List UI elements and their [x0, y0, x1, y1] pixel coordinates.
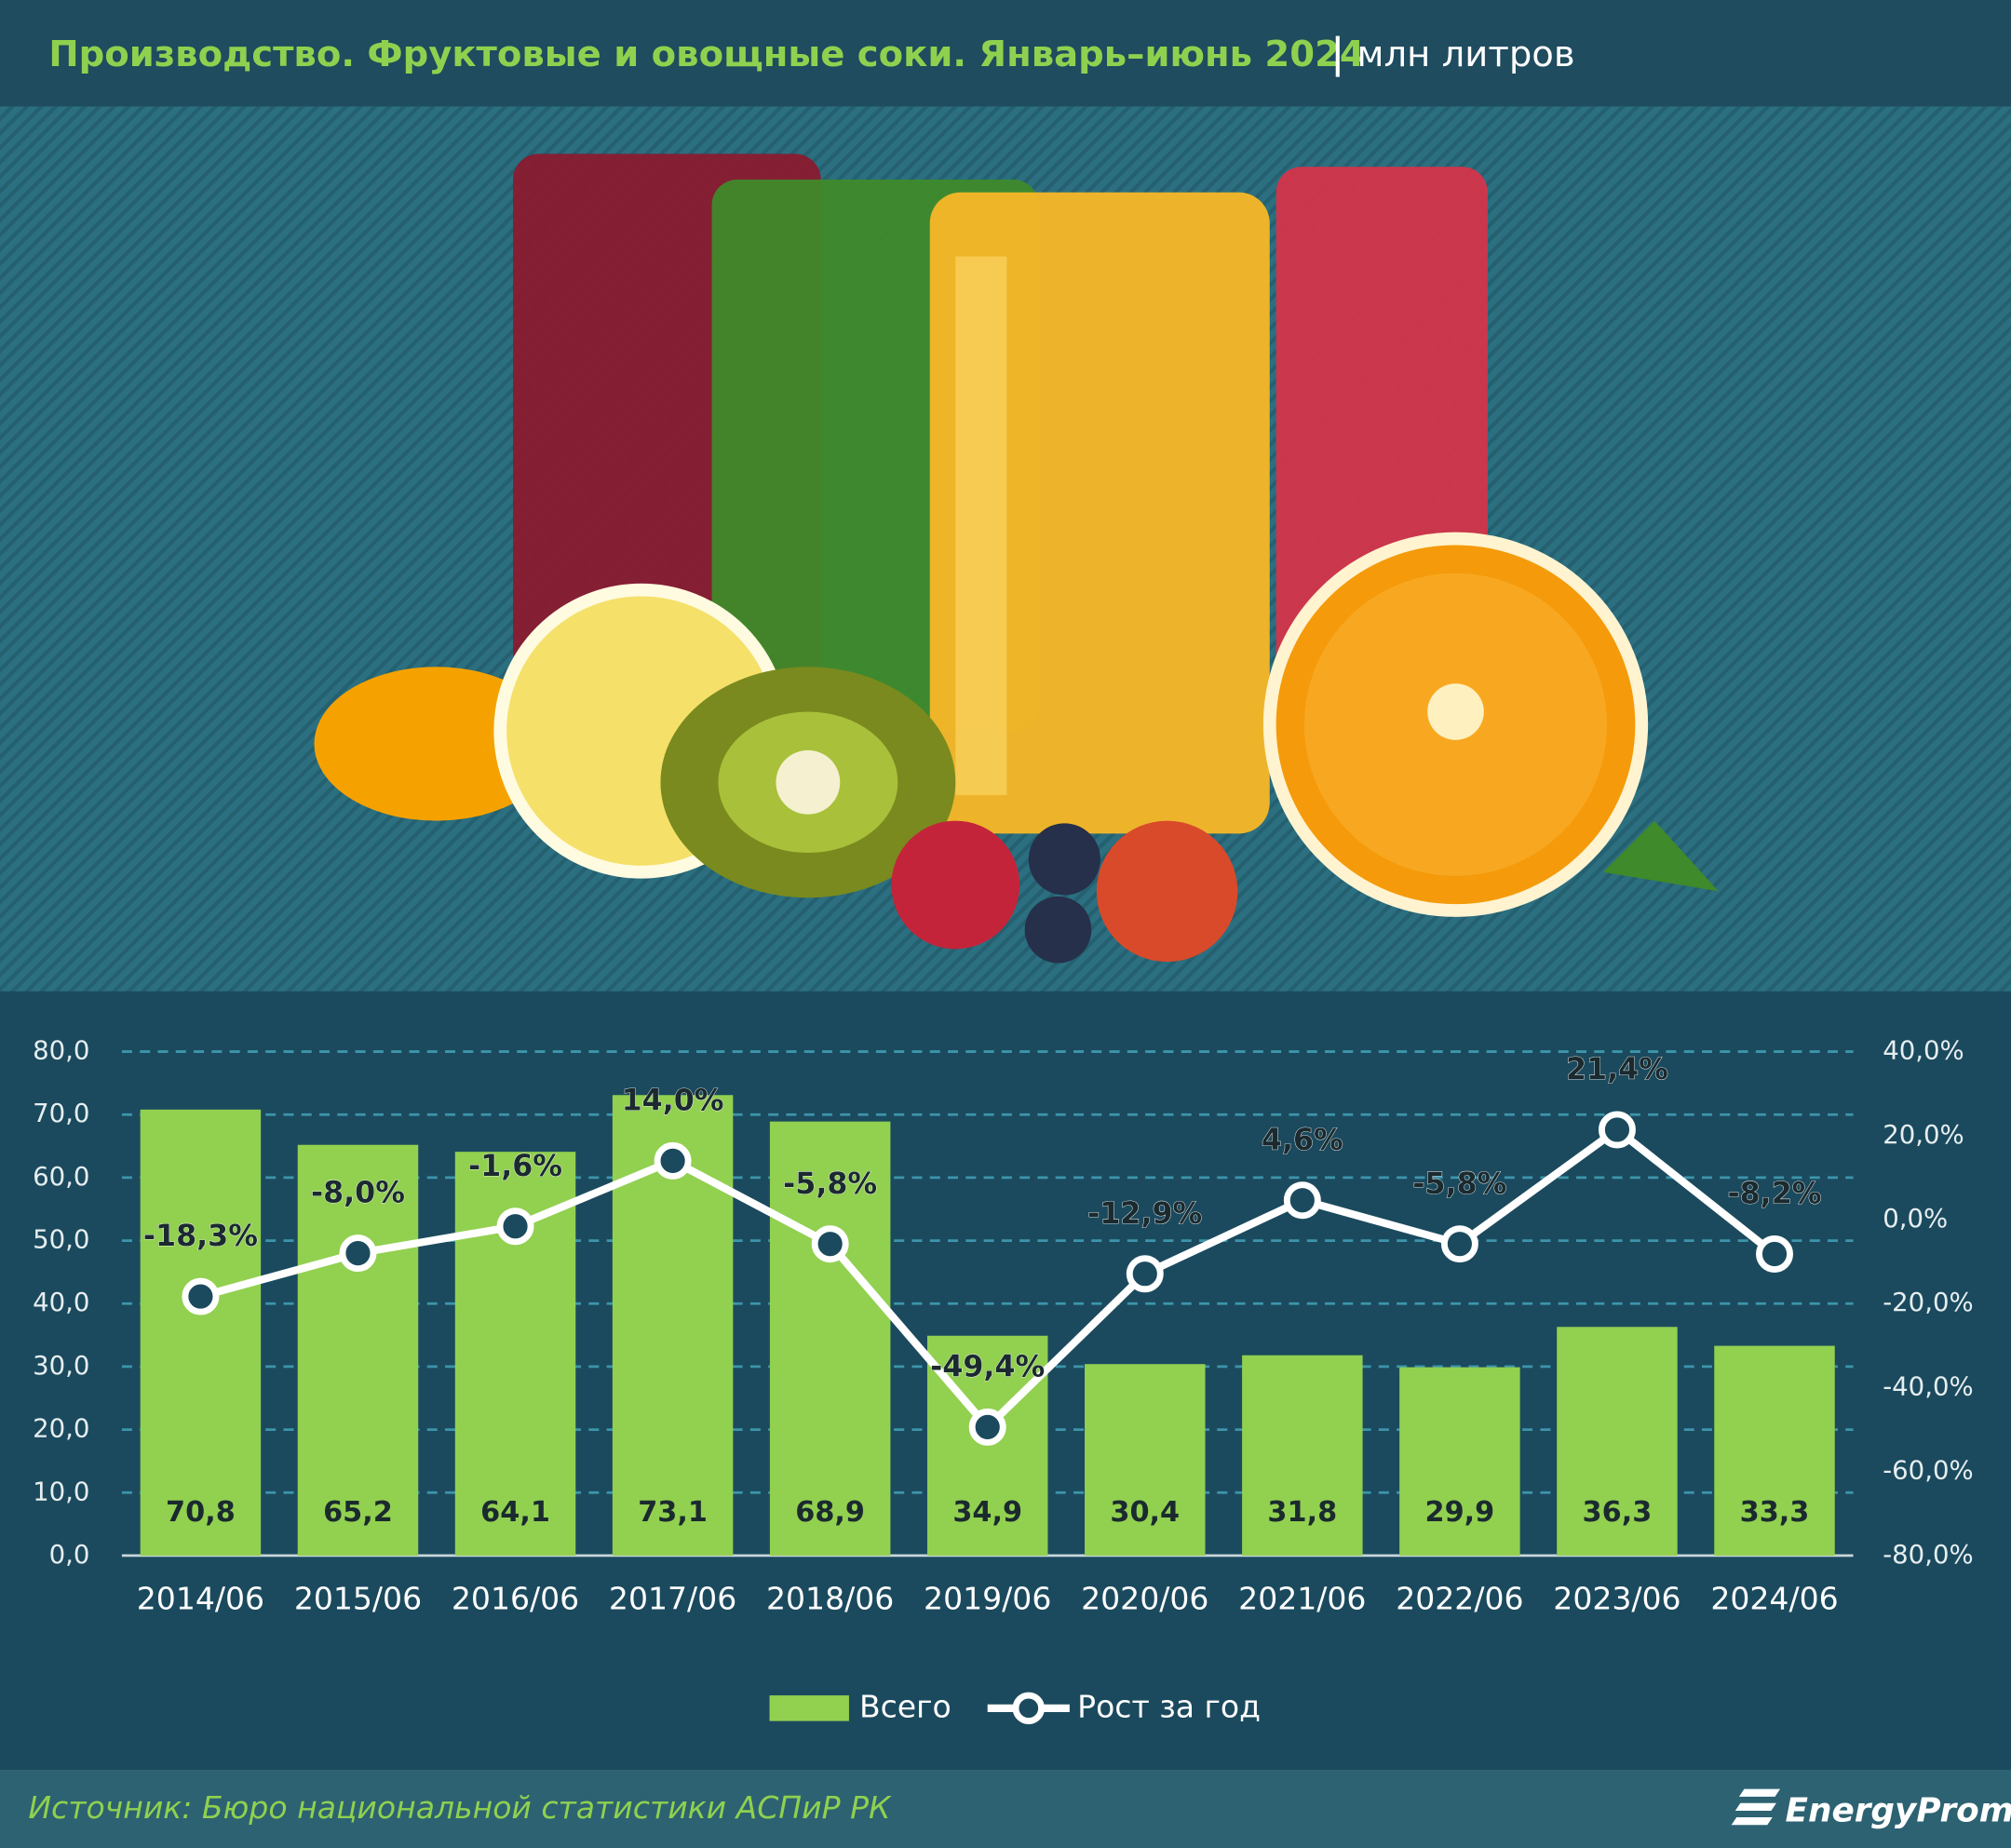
y-tick-label: 0,0 — [49, 1540, 90, 1570]
x-tick-label: 2018/06 — [766, 1581, 894, 1617]
line-marker — [1283, 1181, 1321, 1220]
bar-value-label: 64,1 — [480, 1496, 550, 1529]
line-value-label: -8,2% — [1728, 1178, 1822, 1211]
chart-subtitle: млн литров — [1356, 34, 1574, 75]
line-marker — [182, 1277, 220, 1315]
bar-value-label: 29,9 — [1425, 1496, 1495, 1529]
x-tick-label: 2023/06 — [1553, 1581, 1680, 1617]
bar — [1399, 1367, 1520, 1556]
bar-value-label: 36,3 — [1583, 1496, 1653, 1529]
y-tick-label: 20,0 — [33, 1414, 89, 1444]
line-value-label: -5,8% — [783, 1167, 877, 1201]
line-marker — [496, 1207, 534, 1246]
y-tick-label: 30,0 — [33, 1351, 89, 1381]
y2-tick-label: 40,0% — [1883, 1036, 1964, 1066]
legend-swatch — [1012, 1692, 1046, 1725]
y-tick-label: 40,0 — [33, 1288, 89, 1317]
bar — [1557, 1327, 1678, 1556]
y-tick-label: 10,0 — [33, 1477, 89, 1506]
x-tick-label: 2017/06 — [609, 1581, 736, 1617]
y2-tick-label: 0,0% — [1883, 1204, 1948, 1234]
line-value-label: 14,0% — [622, 1084, 724, 1117]
line-marker — [1126, 1255, 1164, 1293]
header — [0, 0, 2011, 107]
bar-value-label: 33,3 — [1740, 1496, 1810, 1529]
bar — [140, 1109, 262, 1556]
y2-tick-label: 20,0% — [1883, 1120, 1964, 1150]
legend-label: Рост за год — [1077, 1688, 1261, 1724]
legend-swatch — [769, 1695, 849, 1721]
x-tick-label: 2024/06 — [1710, 1581, 1838, 1617]
line-value-label: -12,9% — [1087, 1197, 1202, 1231]
y2-tick-label: -40,0% — [1883, 1371, 1973, 1401]
y-tick-label: 60,0 — [33, 1162, 89, 1192]
illustration — [0, 106, 2011, 991]
logo: EnergyProm — [1786, 1791, 2011, 1829]
line-marker — [968, 1408, 1006, 1446]
y-tick-label: 70,0 — [33, 1099, 89, 1128]
legend-label: Всего — [859, 1688, 952, 1724]
bar — [1242, 1355, 1363, 1556]
line-value-label: -8,0% — [311, 1177, 405, 1210]
line-marker — [339, 1234, 377, 1273]
y-tick-label: 80,0 — [33, 1036, 89, 1066]
bar — [297, 1144, 419, 1556]
line-value-label: -18,3% — [143, 1220, 258, 1253]
x-tick-label: 2016/06 — [452, 1581, 579, 1617]
chart-title: Производство. Фруктовые и овощные соки. … — [48, 34, 1364, 75]
bar-value-label: 70,8 — [166, 1496, 236, 1529]
line-marker — [654, 1141, 692, 1180]
line-value-label: 4,6% — [1262, 1124, 1343, 1157]
bar — [769, 1121, 891, 1556]
y2-tick-label: -60,0% — [1883, 1456, 1973, 1486]
line-value-label: -1,6% — [468, 1150, 562, 1183]
line-marker — [1756, 1235, 1793, 1273]
y2-tick-label: -80,0% — [1883, 1540, 1973, 1570]
line-marker — [1598, 1111, 1636, 1149]
bar-value-label: 65,2 — [323, 1496, 393, 1529]
bar-value-label: 34,9 — [952, 1496, 1022, 1529]
x-tick-label: 2021/06 — [1238, 1581, 1366, 1617]
bar-value-label: 68,9 — [795, 1496, 865, 1529]
line-marker — [811, 1225, 849, 1263]
bar-value-label: 30,4 — [1110, 1496, 1180, 1529]
x-tick-label: 2014/06 — [137, 1581, 264, 1617]
bar — [1714, 1345, 1835, 1556]
line-value-label: -49,4% — [930, 1351, 1045, 1384]
footer — [0, 1769, 2011, 1848]
y-tick-label: 50,0 — [33, 1225, 89, 1255]
bar-value-label: 73,1 — [638, 1496, 708, 1529]
logo-icon — [1731, 1788, 1781, 1826]
x-tick-label: 2015/06 — [294, 1581, 422, 1617]
x-tick-label: 2020/06 — [1081, 1581, 1208, 1617]
bar-value-label: 31,8 — [1267, 1496, 1337, 1529]
line-value-label: -5,8% — [1412, 1167, 1506, 1201]
source: Источник: Бюро национальной статистики А… — [28, 1789, 892, 1826]
line-value-label: 21,4% — [1566, 1053, 1668, 1086]
x-tick-label: 2022/06 — [1396, 1581, 1523, 1617]
bar — [1085, 1364, 1206, 1556]
line-marker — [1440, 1225, 1478, 1263]
x-tick-label: 2019/06 — [924, 1581, 1051, 1617]
y2-tick-label: -20,0% — [1883, 1288, 1973, 1317]
